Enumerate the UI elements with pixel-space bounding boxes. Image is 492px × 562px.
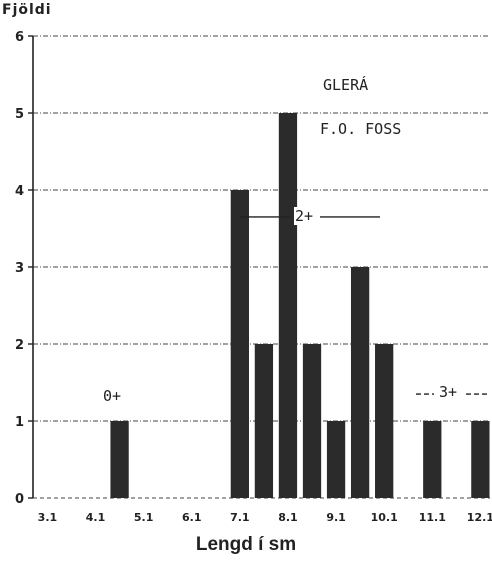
y-tick-label: 6	[15, 30, 24, 45]
age-group-0-label: 0+	[102, 387, 123, 405]
chart-subtitle: F.O. FOSS	[320, 120, 402, 138]
y-tick-label: 2	[15, 338, 24, 353]
y-tick-label: 5	[15, 107, 24, 122]
y-tick-label: 4	[15, 184, 24, 199]
histogram-bar	[471, 421, 490, 498]
histogram-bar	[302, 344, 322, 498]
x-tick-label: 8.1	[278, 511, 298, 524]
histogram-bar	[254, 344, 274, 498]
x-axis-title: Lengd í sm	[195, 534, 297, 555]
histogram-bar	[350, 267, 370, 498]
y-tick-label: 0	[15, 492, 24, 507]
x-tick-label: 11.1	[419, 511, 446, 524]
histogram-chart: 0 1 2 3 4 5 6 3.1 4.1 5.1 6.1 7.1 8.1 9.1 10.1 11.1 12.1	[15, 30, 492, 524]
y-axis-title: Fjöldi	[2, 2, 52, 18]
x-tick-label: 7.1	[230, 511, 250, 524]
age-group-2-label: 2+	[294, 207, 315, 225]
histogram-bar	[375, 344, 394, 498]
histogram-bar	[278, 113, 298, 498]
histogram-bar	[110, 421, 129, 498]
histogram-bar	[423, 421, 442, 498]
chart-title: GLERÁ	[323, 76, 369, 94]
age-group-3-label: 3+	[438, 383, 459, 401]
x-tick-label: 9.1	[326, 511, 346, 524]
x-tick-label: 3.1	[38, 511, 58, 524]
y-tick-label: 3	[15, 261, 24, 276]
x-tick-label: 4.1	[86, 511, 106, 524]
histogram-bar	[230, 190, 249, 498]
histogram-bar	[326, 421, 346, 498]
y-tick-label: 1	[15, 415, 24, 430]
x-tick-label: 10.1	[371, 511, 398, 524]
x-tick-label: 12.1	[467, 511, 492, 524]
x-tick-label: 6.1	[182, 511, 202, 524]
x-tick-label: 5.1	[134, 511, 154, 524]
